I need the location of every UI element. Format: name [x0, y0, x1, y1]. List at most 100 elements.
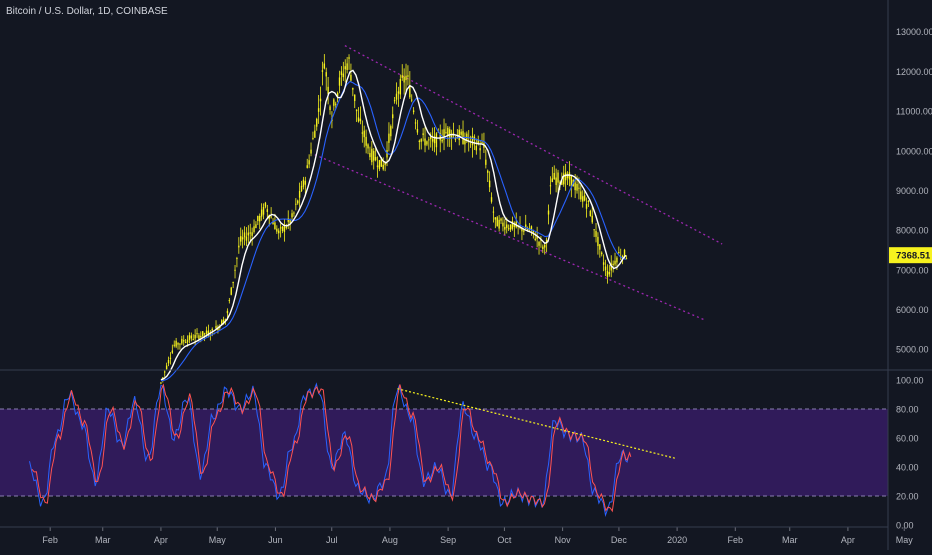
- candle-body: [511, 221, 514, 229]
- ma-fast-line[interactable]: [160, 69, 627, 381]
- candle-body: [264, 202, 267, 207]
- last-price-label: 7368.51: [896, 251, 931, 262]
- candle-body: [272, 222, 274, 225]
- stoch-k-line[interactable]: [29, 382, 629, 518]
- candle-body: [388, 133, 390, 143]
- candle-body: [283, 225, 286, 232]
- candle-body: [215, 326, 217, 329]
- candles-group: [160, 54, 628, 385]
- candle-body: [297, 200, 299, 204]
- candle-body: [304, 180, 307, 185]
- candle-body: [555, 177, 557, 185]
- candle-body: [424, 138, 426, 146]
- candle-body: [563, 173, 565, 185]
- price-tick-label: 8000.00: [896, 226, 929, 236]
- candle-body: [374, 156, 377, 161]
- candle-body: [606, 270, 609, 277]
- candle-body: [230, 287, 232, 295]
- candle-body: [392, 114, 394, 119]
- candle-body: [568, 172, 571, 180]
- candle-body: [198, 335, 200, 340]
- candle-body: [247, 232, 250, 236]
- candle-body: [538, 241, 540, 246]
- candle-body: [300, 185, 303, 192]
- candle-body: [194, 334, 196, 339]
- candle-body: [238, 245, 240, 248]
- candle-body: [475, 145, 478, 151]
- candle-body: [566, 174, 569, 179]
- candle-body: [259, 215, 261, 222]
- price-tick-label: 6000.00: [896, 305, 929, 315]
- time-tick-label: Jul: [326, 535, 338, 545]
- candle-body: [376, 165, 379, 168]
- price-tick-label: 5000.00: [896, 345, 929, 355]
- oscillator-tick-label: 40.00: [896, 463, 919, 473]
- ma-slow-line[interactable]: [160, 80, 627, 382]
- candle-body: [504, 226, 506, 230]
- candle-body: [492, 211, 495, 213]
- candle-body: [384, 162, 386, 166]
- candle-body: [232, 281, 234, 284]
- candle-body: [363, 130, 365, 138]
- candle-body: [333, 99, 335, 106]
- candle-body: [418, 140, 421, 143]
- candle-body: [344, 66, 346, 70]
- candle-body: [183, 340, 185, 342]
- candle-body: [502, 222, 504, 227]
- candle-body: [357, 117, 360, 122]
- time-tick-label: Mar: [95, 535, 111, 545]
- candle-body: [184, 341, 187, 343]
- candle-body: [557, 172, 559, 183]
- candle-body: [449, 129, 451, 139]
- candle-body: [561, 180, 563, 185]
- candle-body: [498, 219, 500, 229]
- stoch-d-line[interactable]: [31, 383, 632, 513]
- candle-body: [390, 126, 392, 137]
- candle-body: [224, 318, 227, 320]
- time-tick-label: Aug: [382, 535, 398, 545]
- candle-body: [278, 230, 280, 234]
- candle-body: [276, 228, 278, 232]
- candle-body: [458, 129, 460, 141]
- candle-body: [509, 224, 512, 230]
- time-tick-label: Feb: [42, 535, 58, 545]
- candle-body: [338, 77, 341, 86]
- time-tick-label: Nov: [555, 535, 572, 545]
- candle-body: [266, 209, 269, 212]
- oscillator-tick-label: 60.00: [896, 434, 919, 444]
- candle-body: [589, 210, 592, 217]
- candle-body: [181, 338, 183, 344]
- candle-body: [310, 149, 312, 154]
- candle-body: [350, 74, 352, 81]
- candle-body: [369, 153, 371, 158]
- candle-body: [205, 330, 208, 334]
- candle-body: [316, 118, 318, 127]
- oscillator-tick-label: 100.00: [896, 376, 924, 386]
- candle-body: [618, 251, 620, 254]
- candle-body: [612, 263, 614, 266]
- candle-body: [160, 382, 162, 384]
- candle-body: [169, 357, 172, 359]
- candle-body: [599, 244, 601, 250]
- channel-lower-line[interactable]: [314, 154, 704, 321]
- candle-body: [317, 108, 320, 112]
- axes: 5000.00 6000.00 7000.00 8000.00 9000.00 10000…: [42, 27, 932, 545]
- time-tick-label: May: [209, 535, 227, 545]
- candle-body: [241, 237, 244, 240]
- candle-body: [355, 109, 358, 112]
- candle-body: [580, 191, 582, 200]
- candle-body: [167, 359, 170, 364]
- candle-body: [289, 219, 291, 224]
- candle-body: [481, 142, 483, 144]
- candle-body: [236, 258, 238, 260]
- candle-body: [583, 195, 586, 201]
- price-tick-label: 9000.00: [896, 186, 929, 196]
- candle-body: [487, 170, 489, 173]
- candle-body: [211, 328, 213, 331]
- time-tick-label: Feb: [728, 535, 744, 545]
- candle-body: [171, 350, 174, 353]
- time-tick-label: Sep: [440, 535, 456, 545]
- candle-body: [553, 173, 555, 180]
